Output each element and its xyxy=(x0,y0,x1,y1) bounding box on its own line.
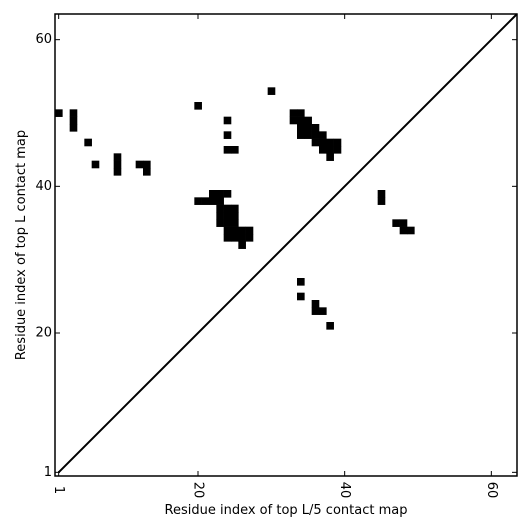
contact-cell-upper-0 xyxy=(55,109,63,117)
contact-cell-upper-61 xyxy=(333,146,342,154)
y-tick-label-40: 40 xyxy=(35,179,52,194)
contact-cell-upper-48 xyxy=(297,109,305,117)
contact-cell-upper-12 xyxy=(194,197,202,205)
contact-cell-upper-15 xyxy=(209,197,217,205)
contact-cell-upper-56 xyxy=(319,138,327,147)
contact-cell-upper-39 xyxy=(238,226,246,235)
contact-cell-upper-7 xyxy=(113,160,122,169)
contact-cell-upper-2 xyxy=(69,116,78,125)
contact-cell-upper-28 xyxy=(223,146,232,154)
contact-cells xyxy=(55,87,415,330)
contact-cell-upper-47 xyxy=(297,116,305,125)
contact-cell-upper-44 xyxy=(289,109,298,117)
contact-cell-upper-17 xyxy=(216,219,224,227)
contact-cell-upper-58 xyxy=(326,153,334,161)
contact-cell-upper-53 xyxy=(311,131,320,139)
contact-cell-upper-45 xyxy=(297,131,305,139)
contact-cell-upper-51 xyxy=(304,116,312,125)
contact-cell-upper-21 xyxy=(216,190,224,198)
contact-cell-upper-37 xyxy=(238,241,246,249)
x-tick-label-20: 20 xyxy=(191,482,206,499)
contact-cell-upper-36 xyxy=(231,146,239,154)
y-tick-label-20: 20 xyxy=(35,326,52,341)
axis-ticks: 1 20 40 60 1 20 40 60 xyxy=(35,14,517,498)
contact-cell-upper-8 xyxy=(113,153,122,161)
contact-cell-upper-32 xyxy=(231,226,239,235)
contact-cell-upper-59 xyxy=(326,146,334,154)
contact-cell-upper-52 xyxy=(311,138,320,147)
contact-cell-upper-62 xyxy=(333,138,342,147)
contact-cell-upper-38 xyxy=(238,234,246,242)
x-tick-label-40: 40 xyxy=(337,482,352,499)
contact-cell-upper-9 xyxy=(135,160,144,169)
contact-cell-upper-14 xyxy=(201,197,210,205)
contact-cell-upper-42 xyxy=(267,87,276,95)
contact-cell-upper-5 xyxy=(91,160,100,169)
contact-cell-upper-35 xyxy=(231,204,239,213)
contact-cell-upper-19 xyxy=(216,204,224,213)
contact-cell-lower-8 xyxy=(392,219,400,227)
contact-cell-upper-33 xyxy=(231,219,239,227)
contact-cell-upper-25 xyxy=(223,212,232,220)
contact-cell-lower-3 xyxy=(311,300,320,308)
contact-cell-upper-20 xyxy=(216,197,224,205)
y-tick-label-1: 1 xyxy=(44,465,52,480)
x-tick-label-60: 60 xyxy=(484,482,499,499)
contact-cell-upper-18 xyxy=(216,212,224,220)
contact-cell-upper-26 xyxy=(223,204,232,213)
contact-cell-lower-5 xyxy=(326,322,334,330)
contact-cell-upper-22 xyxy=(223,234,232,242)
x-tick-label-1: 1 xyxy=(51,486,66,494)
contact-cell-lower-1 xyxy=(297,278,305,286)
contact-cell-upper-55 xyxy=(319,146,327,154)
contact-cell-upper-10 xyxy=(143,168,151,176)
contact-cell-upper-27 xyxy=(223,190,232,198)
contact-cell-upper-3 xyxy=(69,109,78,117)
contact-cell-lower-9 xyxy=(399,226,408,235)
contact-cell-upper-13 xyxy=(194,102,202,110)
contact-cell-upper-16 xyxy=(209,190,217,198)
y-axis-label: Residue index of top L contact map xyxy=(14,130,29,360)
contact-cell-upper-1 xyxy=(69,124,78,132)
contact-cell-upper-57 xyxy=(319,131,327,139)
contact-cell-lower-6 xyxy=(377,197,386,205)
contact-cell-upper-11 xyxy=(143,160,151,169)
contact-cell-upper-43 xyxy=(289,116,298,125)
y-tick-label-60: 60 xyxy=(35,32,52,47)
contact-cell-upper-54 xyxy=(311,124,320,132)
contact-cell-upper-23 xyxy=(223,226,232,235)
contact-cell-upper-31 xyxy=(231,234,239,242)
contact-cell-upper-40 xyxy=(245,234,254,242)
contact-cell-lower-2 xyxy=(311,307,320,315)
contact-cell-lower-10 xyxy=(399,219,408,227)
contact-cell-upper-6 xyxy=(113,168,122,176)
contact-cell-upper-50 xyxy=(304,124,312,132)
x-axis-label: Residue index of top L/5 contact map xyxy=(165,503,408,518)
contact-cell-upper-41 xyxy=(245,226,254,235)
contact-cell-lower-7 xyxy=(377,190,386,198)
contact-cell-upper-24 xyxy=(223,219,232,227)
contact-cell-upper-46 xyxy=(297,124,305,132)
contact-cell-upper-30 xyxy=(223,116,232,125)
contact-cell-upper-4 xyxy=(84,138,92,147)
contact-cell-upper-60 xyxy=(326,138,334,147)
contact-cell-upper-29 xyxy=(223,131,232,139)
contact-cell-upper-34 xyxy=(231,212,239,220)
plot-frame xyxy=(54,13,518,477)
contact-cell-lower-11 xyxy=(407,226,415,235)
diagonal-line xyxy=(57,13,518,474)
contact-cell-upper-49 xyxy=(304,131,312,139)
contact-cell-lower-4 xyxy=(319,307,327,315)
contact-cell-lower-0 xyxy=(297,292,305,301)
